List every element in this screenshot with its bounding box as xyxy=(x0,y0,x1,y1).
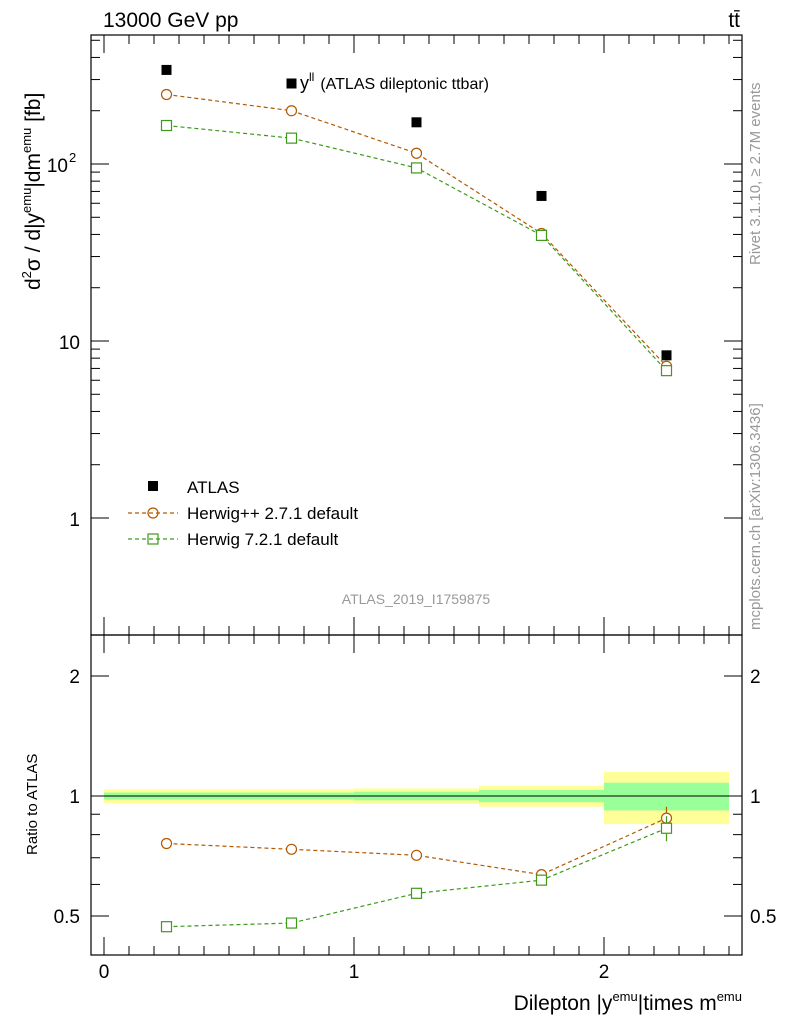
header-energy-label: 13000 GeV pp xyxy=(103,9,238,32)
ratio-marker-herwigpp xyxy=(285,843,298,855)
xtick-label-0: 0 xyxy=(99,962,110,983)
main-panel: yll (ATLAS dileptonic ttbar) d2σ / d|yemu… xyxy=(19,34,743,636)
main-title-sup: ll xyxy=(309,70,314,84)
ratio-panel: Ratio to ATLAS 2 1 0.5 2 1 0.5 0 1 2 Dil… xyxy=(24,634,776,1015)
xtick-label-2: 2 xyxy=(599,962,610,983)
ylabel-sup-2: 2 xyxy=(19,271,34,278)
x-axis-label: Dilepton |yemu|times memu xyxy=(514,989,742,1015)
ratio-y-tick-labels-right: 2 1 0.5 xyxy=(750,667,776,928)
marker-atlas xyxy=(536,190,547,201)
ratio-ytick-2-right: 2 xyxy=(750,667,761,688)
marker-atlas xyxy=(286,78,297,89)
marker-herwig7 xyxy=(285,132,298,144)
xlabel-part-times: |times m xyxy=(638,992,717,1015)
legend-label-herwig7: Herwig 7.2.1 default xyxy=(187,530,338,549)
ratio-marker-herwigpp xyxy=(160,837,173,850)
rivet-version-label: Rivet 3.1.10, ≥ 2.7M events xyxy=(747,83,764,266)
marker-atlas xyxy=(161,64,172,75)
main-y-tick-labels: 1 10 10 2 xyxy=(47,150,80,531)
ylabel-part-dm: |dm xyxy=(22,153,45,188)
ratio-marker-herwig7 xyxy=(410,887,423,899)
xtick-label-1: 1 xyxy=(349,962,360,983)
ratio-marker-herwig7 xyxy=(660,822,673,834)
ytick-label-100-base: 10 xyxy=(47,156,68,177)
xlabel-sup-emu-1: emu xyxy=(612,989,637,1004)
marker-herwigpp xyxy=(285,105,298,117)
legend-label-herwigpp: Herwig++ 2.7.1 default xyxy=(187,504,358,523)
legend-marker-atlas xyxy=(148,481,158,491)
legend-label-atlas: ATLAS xyxy=(187,478,240,497)
ytick-label-100-exp: 2 xyxy=(69,150,76,165)
ratio-marker-herwig7 xyxy=(285,917,298,929)
ratio-bands xyxy=(104,771,729,825)
line-herwig7 xyxy=(166,124,667,372)
header-process-label: tt̄ xyxy=(728,9,740,32)
ratio-ytick-05-right: 0.5 xyxy=(750,907,776,928)
ratio-ticks xyxy=(91,635,742,955)
ratio-ytick-05-left: 0.5 xyxy=(54,907,80,928)
legend-marker-herwigpp xyxy=(147,507,159,519)
xlabel-sup-emu-2: emu xyxy=(717,989,742,1004)
ratio-y-axis-label: Ratio to ATLAS xyxy=(24,754,41,855)
legend: ATLAS Herwig++ 2.7.1 default Herwig 7.2.… xyxy=(128,478,358,549)
ratio-line-herwigpp xyxy=(166,817,667,876)
ytick-label-10: 10 xyxy=(59,333,80,354)
ytick-label-100: 10 xyxy=(47,156,68,177)
ylabel-part-unit: [fb] xyxy=(22,93,45,128)
ylabel-part-sigma: σ / d|y xyxy=(22,212,45,271)
marker-herwigpp xyxy=(160,88,173,101)
ratio-marker-herwigpp xyxy=(410,849,423,861)
marker-herwig7 xyxy=(535,229,548,242)
ratio-frame xyxy=(90,634,743,956)
ratio-marker-herwig7 xyxy=(535,874,548,886)
ratio-ytick-1-left: 1 xyxy=(69,787,80,808)
ytick-label-1: 1 xyxy=(69,510,80,531)
ylabel-sup-emu-2: emu xyxy=(19,128,34,153)
ylabel-part-d: d xyxy=(22,278,45,290)
ratio-y-tick-labels-left: 2 1 0.5 xyxy=(54,667,80,928)
mcplots-label: mcplots.cern.ch [arXiv:1306.3436] xyxy=(747,403,764,630)
ratio-series xyxy=(160,806,673,933)
ratio-ytick-2-left: 2 xyxy=(69,667,80,688)
xlabel-part-dilepton: Dilepton |y xyxy=(514,992,613,1015)
main-y-axis-label: d2σ / d|yemu|dmemu [fb] xyxy=(19,93,45,290)
marker-atlas xyxy=(661,350,672,361)
main-series xyxy=(160,64,673,377)
marker-herwig7 xyxy=(660,365,673,377)
ratio-ytick-1-right: 1 xyxy=(750,787,761,808)
legend-marker-herwig7 xyxy=(147,533,159,545)
band-inner-bin xyxy=(604,782,729,811)
marker-herwigpp xyxy=(410,147,423,159)
marker-herwig7 xyxy=(410,162,423,174)
ratio-marker-herwig7 xyxy=(160,921,173,933)
main-title: yll (ATLAS dileptonic ttbar) xyxy=(300,70,489,93)
ratio-line-herwig7 xyxy=(166,827,667,928)
marker-herwig7 xyxy=(160,119,173,132)
analysis-watermark: ATLAS_2019_I1759875 xyxy=(342,591,491,607)
main-title-var: y xyxy=(300,73,309,93)
main-title-rest: (ATLAS dileptonic ttbar) xyxy=(320,76,489,93)
main-ticks xyxy=(91,35,742,635)
ylabel-sup-emu-1: emu xyxy=(19,188,34,213)
x-tick-labels: 0 1 2 xyxy=(99,962,610,983)
line-herwigpp xyxy=(166,93,667,367)
marker-atlas xyxy=(411,117,422,128)
